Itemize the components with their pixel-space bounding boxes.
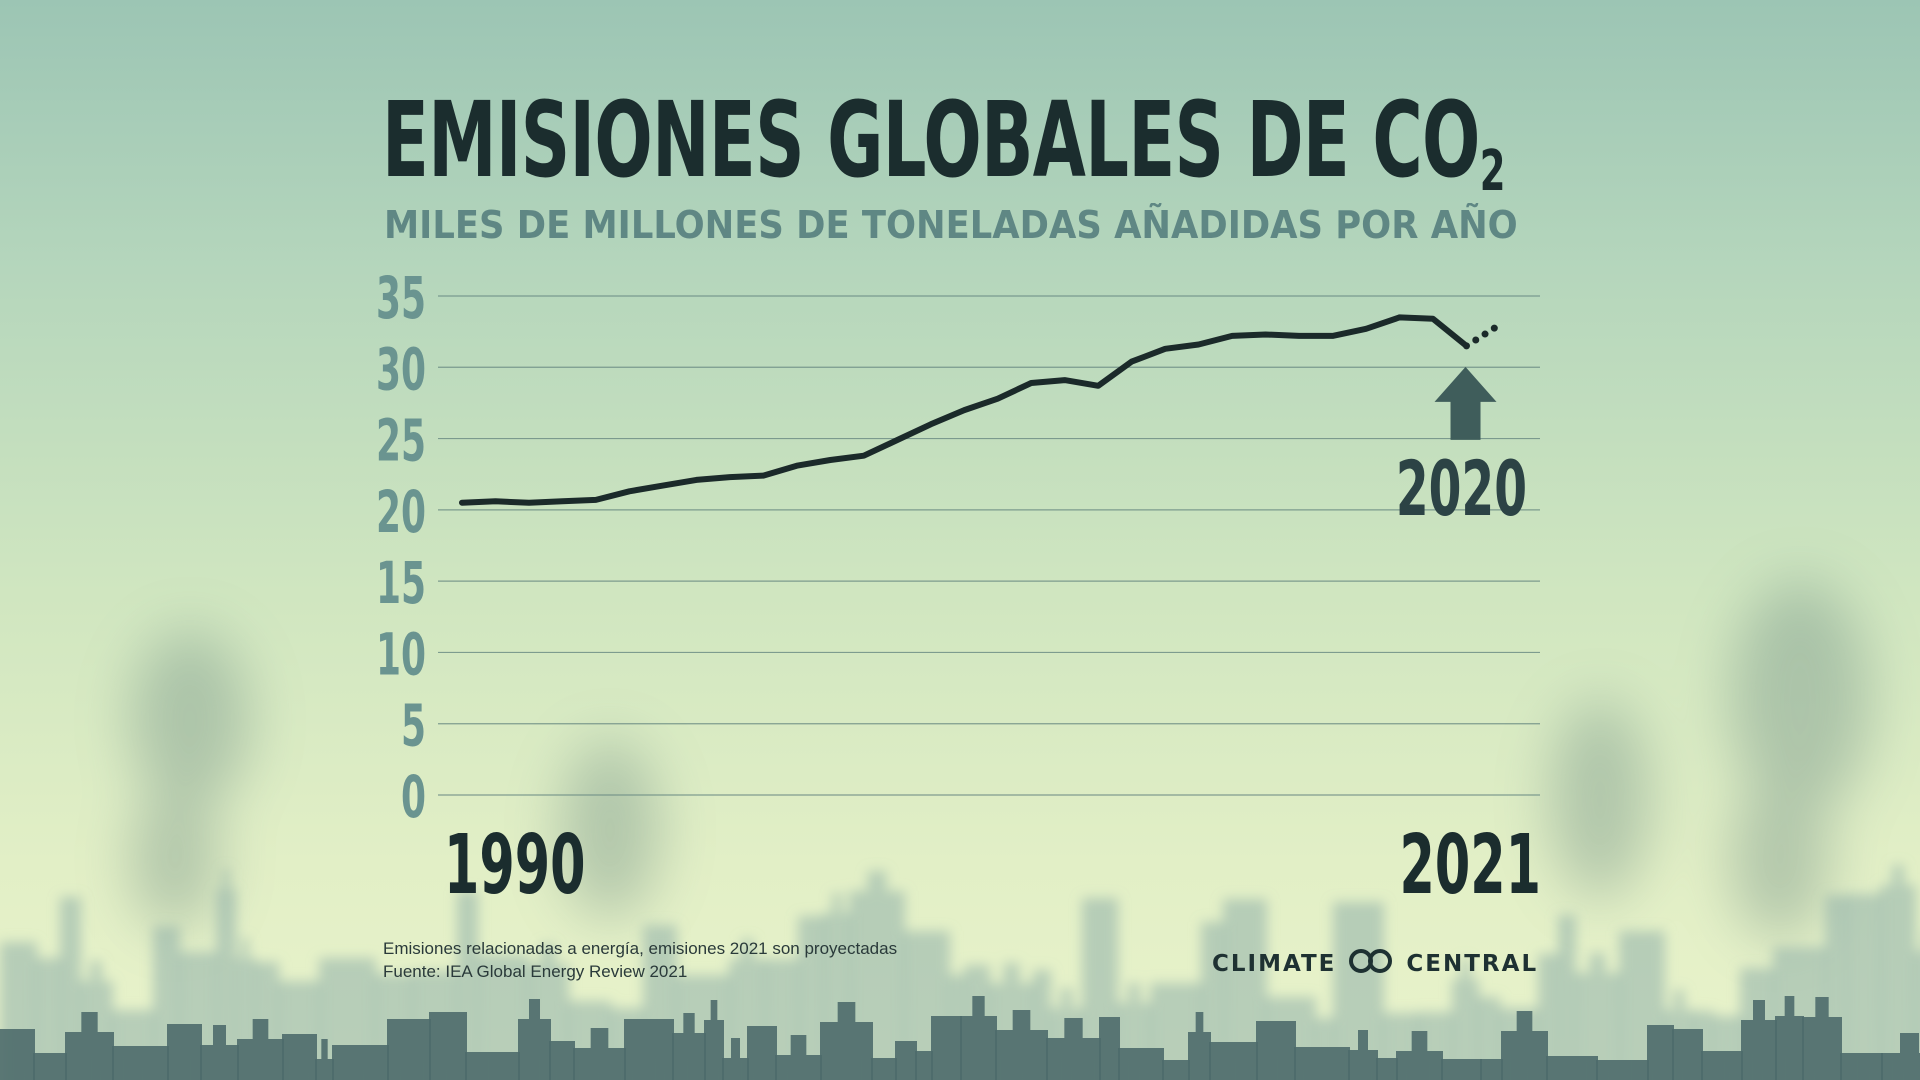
footnote-source: Fuente: IEA Global Energy Review 2021: [383, 962, 688, 981]
smoke-plumes: [130, 580, 1870, 940]
up-arrow-icon: [1434, 366, 1497, 440]
y-tick-label-15: 15: [376, 550, 426, 617]
x-tick-labels: 1990 2021: [444, 818, 1541, 913]
projected-2021-line: [1463, 321, 1504, 350]
footnote-energy: Emisiones relacionadas a energía, emisio…: [383, 939, 898, 958]
y-tick-label-0: 0: [401, 764, 426, 831]
x-tick-label-1990: 1990: [444, 818, 585, 913]
y-tick-label-30: 30: [376, 336, 426, 403]
climate-central-logo: CLIMATE CENTRAL: [1212, 949, 1538, 979]
annotation-2020: 2020: [1396, 366, 1527, 533]
logo-text-left: CLIMATE: [1212, 951, 1337, 977]
y-tick-label-20: 20: [376, 479, 426, 546]
series-lines: [459, 314, 1504, 506]
title-subscript: 2: [1479, 139, 1506, 204]
chart-subtitle: MILES DE MILLONES DE TONELADAS AÑADIDAS …: [384, 203, 1518, 247]
skyline-front-layer: [0, 996, 1920, 1080]
logo-text-right: CENTRAL: [1406, 951, 1539, 977]
emissions-line: [459, 314, 1470, 506]
annotation-label-2020: 2020: [1396, 444, 1527, 533]
y-tick-label-5: 5: [401, 693, 426, 760]
x-tick-label-2021: 2021: [1400, 818, 1541, 913]
logo-rings-icon: [1346, 948, 1396, 980]
y-tick-label-35: 35: [376, 265, 426, 332]
gridlines: [438, 295, 1540, 796]
chart-title: EMISIONES GLOBALES DE CO2: [382, 79, 1505, 204]
y-tick-label-10: 10: [376, 622, 426, 689]
y-tick-label-25: 25: [376, 408, 426, 475]
